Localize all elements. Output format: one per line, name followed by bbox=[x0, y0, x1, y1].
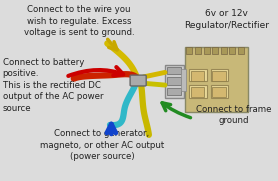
FancyBboxPatch shape bbox=[191, 87, 204, 97]
Bar bbox=[195, 47, 201, 54]
Bar bbox=[181, 69, 186, 90]
FancyBboxPatch shape bbox=[185, 47, 248, 112]
Text: 6v or 12v
Regulator/Rectifier: 6v or 12v Regulator/Rectifier bbox=[184, 9, 269, 30]
FancyBboxPatch shape bbox=[189, 69, 207, 81]
Bar bbox=[187, 47, 192, 54]
FancyBboxPatch shape bbox=[212, 71, 226, 81]
Text: Connect to generator,
magneto, or other AC output
(power source): Connect to generator, magneto, or other … bbox=[40, 129, 164, 161]
Bar bbox=[167, 77, 181, 85]
FancyBboxPatch shape bbox=[189, 85, 207, 98]
FancyBboxPatch shape bbox=[130, 75, 146, 86]
Bar bbox=[221, 47, 227, 54]
Bar bbox=[167, 88, 181, 95]
Text: Connect to the wire you
wish to regulate. Excess
voltage is sent to ground.: Connect to the wire you wish to regulate… bbox=[24, 5, 135, 37]
Bar bbox=[212, 47, 218, 54]
FancyBboxPatch shape bbox=[191, 71, 204, 81]
Bar bbox=[167, 67, 181, 74]
FancyBboxPatch shape bbox=[165, 65, 184, 98]
Text: Connect to battery
positive.
This is the rectified DC
output of the AC power
sou: Connect to battery positive. This is the… bbox=[3, 58, 103, 113]
Bar bbox=[238, 47, 244, 54]
Text: Connect to frame
ground: Connect to frame ground bbox=[196, 105, 271, 125]
FancyBboxPatch shape bbox=[210, 85, 228, 98]
FancyBboxPatch shape bbox=[210, 69, 228, 81]
Bar bbox=[203, 47, 210, 54]
FancyBboxPatch shape bbox=[212, 87, 226, 97]
Bar bbox=[229, 47, 235, 54]
